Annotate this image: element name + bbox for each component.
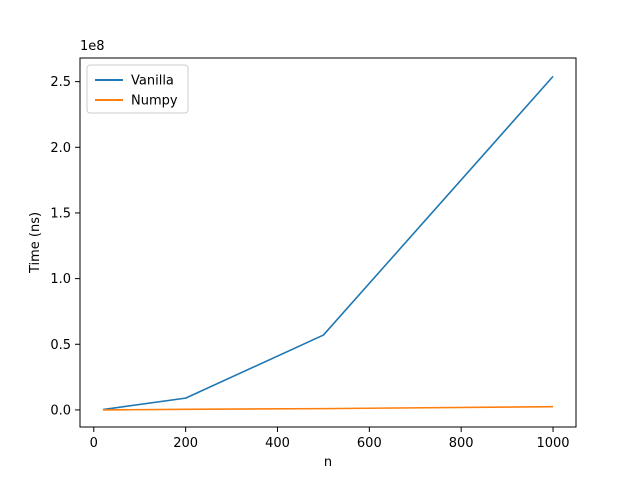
series-line-numpy xyxy=(102,405,554,411)
y-tick-label: 2.5 xyxy=(50,75,71,90)
plot-lines xyxy=(102,75,554,411)
axes-frame xyxy=(79,57,577,428)
x-tick-label: 800 xyxy=(449,436,474,451)
y-axis-label: Time (ns) xyxy=(28,212,43,274)
y-axis-ticks: 0.0 0.5 1.0 1.5 2.0 2.5 xyxy=(50,75,80,418)
y-tick-label: 2.0 xyxy=(50,141,71,156)
y-offset-label: 1e8 xyxy=(80,39,105,54)
x-tick-label: 1000 xyxy=(536,436,569,451)
y-tick-label: 1.5 xyxy=(50,206,71,221)
x-tick-label: 600 xyxy=(357,436,382,451)
series-line-vanilla xyxy=(102,75,554,411)
legend-entry-numpy: Numpy xyxy=(131,94,178,109)
x-axis-ticks: 0 200 400 600 800 1000 xyxy=(90,427,570,451)
y-tick-label: 0.0 xyxy=(50,403,71,418)
x-tick-label: 0 xyxy=(90,436,98,451)
legend: Vanilla Numpy xyxy=(86,64,189,114)
x-tick-label: 200 xyxy=(173,436,198,451)
y-tick-label: 0.5 xyxy=(50,338,71,353)
legend-entry-vanilla: Vanilla xyxy=(131,74,174,89)
y-tick-label: 1.0 xyxy=(50,272,71,287)
x-axis-label: n xyxy=(324,455,332,470)
x-tick-label: 400 xyxy=(265,436,290,451)
